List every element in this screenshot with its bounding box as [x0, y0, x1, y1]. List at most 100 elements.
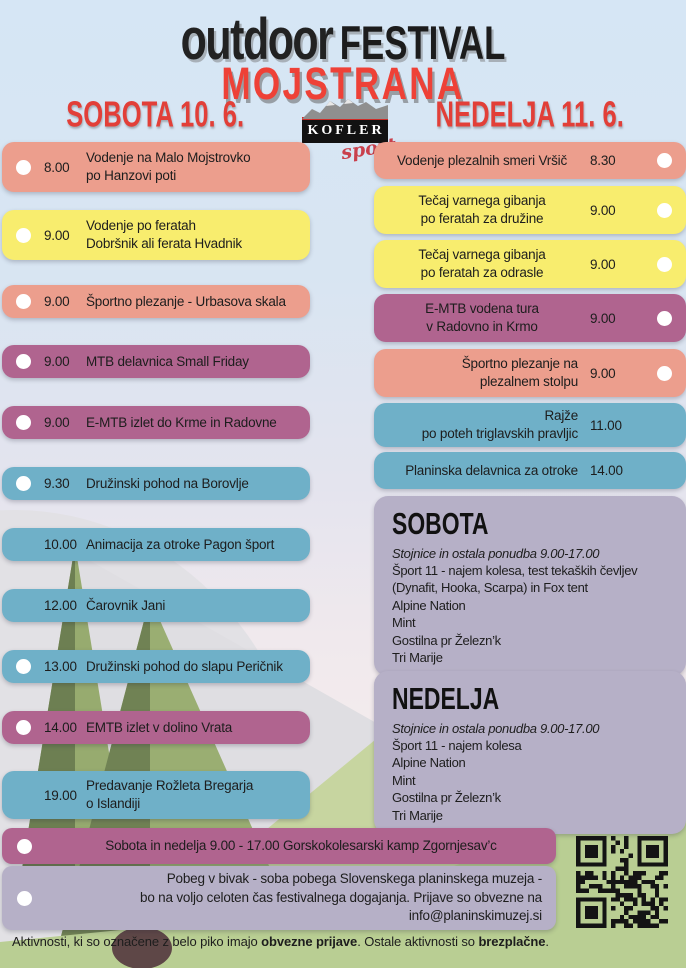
event-label: Športno plezanje na plezalnem stolpu — [461, 356, 578, 389]
banner-text: Sobota in nedelja 9.00 - 17.00 Gorskokol… — [105, 837, 497, 853]
footer-text-end: . — [545, 934, 549, 949]
event-item: 11.00 Rajže po poteh triglavskih pravlji… — [374, 403, 686, 447]
event-item: 9.00 Športno plezanje - Urbasova skala — [2, 285, 310, 318]
event-item: 13.00 Družinski pohod do slapu Peričnik — [2, 650, 310, 683]
panel-line: Gostilna pr Železn’k — [392, 632, 501, 648]
event-item: 9.00 Športno plezanje na plezalnem stolp… — [374, 349, 686, 397]
dot-slot — [2, 354, 44, 369]
footer-text-mid: . Ostale aktivnosti so — [357, 934, 479, 949]
event-label: Tečaj varnega gibanja po feratah za druž… — [418, 193, 546, 226]
event-label: Družinski pohod na Borovlje — [86, 475, 249, 491]
dot-slot — [2, 890, 46, 906]
footer-bold-required: obvezne prijave — [261, 934, 358, 949]
event-label: Rajže po poteh triglavskih pravljic — [421, 408, 578, 441]
event-label: Športno plezanje - Urbasova skala — [86, 293, 286, 309]
panel-line: (Dynafit, Hooka, Scarpa) in Fox tent — [392, 580, 588, 596]
day-header-saturday-label: SOBOTA 10. 6. — [66, 93, 244, 135]
event-item: 9.00 Tečaj varnega gibanja po feratah za… — [374, 240, 686, 288]
event-label: EMTB izlet v dolino Vrata — [86, 719, 233, 735]
event-item: 9.00 E-MTB vodena tura v Radovno in Krmo — [374, 294, 686, 342]
event-time: 12.00 — [44, 598, 77, 613]
dot-slot — [2, 294, 44, 309]
registration-required-dot-icon — [656, 310, 672, 326]
footer-note: Aktivnosti, ki so označene z belo piko i… — [12, 934, 632, 949]
poster-subtitle: MOJSTRANA — [0, 58, 686, 110]
dot-slot — [2, 227, 44, 243]
event-item: 8.00 Vodenje na Malo Mojstrovko po Hanzo… — [2, 142, 310, 192]
event-item: 10.00 Animacija za otroke Pagon šport — [2, 528, 310, 561]
event-label: Predavanje Rožleta Bregarja o Islandiji — [86, 778, 254, 811]
day-header-sunday-label: NEDELJA 11. 6. — [435, 93, 625, 135]
event-item: 14.00 EMTB izlet v dolino Vrata — [2, 711, 310, 744]
footer-bold-free: brezplačne — [478, 934, 546, 949]
event-label: Vodenje plezalnih smeri Vršič — [396, 152, 568, 168]
title-mojstrana: MOJSTRANA — [221, 58, 465, 109]
registration-required-dot-icon — [16, 890, 32, 906]
registration-required-dot-icon — [15, 659, 31, 674]
event-time: 8.30 — [590, 153, 616, 168]
info-banner: Pobeg v bivak - soba pobega Slovenskega … — [2, 866, 556, 930]
day-header-saturday: SOBOTA 10. 6. — [0, 93, 310, 135]
dot-slot — [2, 788, 44, 803]
panel-line: Šport 11 - najem kolesa, test tekaških č… — [392, 563, 638, 578]
dot-slot — [642, 463, 686, 478]
panel-line: Tri Marije — [392, 650, 443, 666]
event-label: E-MTB izlet do Krme in Radovne — [86, 414, 277, 430]
event-time: 14.00 — [590, 463, 623, 478]
dot-slot — [2, 659, 44, 674]
panel-line: Alpine Nation — [392, 755, 466, 771]
registration-required-dot-icon — [15, 354, 31, 369]
event-item: 9.30 Družinski pohod na Borovlje — [2, 467, 310, 500]
dot-slot — [2, 476, 44, 491]
dot-slot — [2, 159, 44, 175]
registration-required-dot-icon — [15, 227, 31, 243]
mountain-icon — [302, 99, 388, 119]
event-time: 9.00 — [590, 365, 616, 381]
dot-slot — [2, 537, 44, 552]
event-label: Vodenje na Malo Mojstrovko po Hanzovi po… — [86, 150, 251, 183]
event-time: 9.00 — [44, 354, 70, 369]
registration-required-dot-icon — [656, 202, 672, 218]
vendors-panel: NEDELJA Stojnice in ostala ponudba 9.00-… — [374, 671, 686, 835]
event-item: 19.00 Predavanje Rožleta Bregarja o Isla… — [2, 771, 310, 819]
panel-line: Mint — [392, 615, 416, 631]
event-label: E-MTB vodena tura v Radovno in Krmo — [425, 301, 539, 334]
day-header-sunday: NEDELJA 11. 6. — [374, 93, 686, 135]
dot-slot — [642, 153, 686, 168]
event-item: 9.00 E-MTB izlet do Krme in Radovne — [2, 406, 310, 439]
dot-slot — [642, 310, 686, 326]
panel-title: NEDELJA — [392, 681, 500, 716]
dot-slot — [642, 365, 686, 381]
event-time: 9.00 — [590, 256, 616, 272]
event-item: 8.30 Vodenje plezalnih smeri Vršič — [374, 142, 686, 179]
event-item: 14.00 Planinska delavnica za otroke — [374, 452, 686, 489]
title-outdoor: outdoor — [180, 7, 334, 72]
registration-required-dot-icon — [15, 476, 31, 491]
dot-slot — [2, 415, 44, 430]
event-label: Animacija za otroke Pagon šport — [86, 536, 275, 552]
event-time: 19.00 — [44, 787, 77, 803]
event-item: 12.00 Čarovnik Jani — [2, 589, 310, 622]
panel-line: Gostilna pr Železn’k — [392, 790, 501, 806]
event-item: 9.00 MTB delavnica Small Friday — [2, 345, 310, 378]
info-banner: Sobota in nedelja 9.00 - 17.00 Gorskokol… — [2, 828, 556, 864]
registration-required-dot-icon — [656, 365, 672, 381]
kofler-sport-logo: KOFLER sport — [302, 97, 397, 164]
registration-required-dot-icon — [15, 720, 31, 735]
event-time: 9.30 — [44, 476, 70, 491]
dot-slot — [2, 598, 44, 613]
registration-required-dot-icon — [656, 256, 672, 272]
bush — [112, 927, 172, 968]
event-time: 13.00 — [44, 659, 77, 674]
registration-required-dot-icon — [15, 415, 31, 430]
event-time: 9.00 — [44, 415, 70, 430]
dot-slot — [2, 838, 46, 854]
event-label: Vodenje po feratah Dobršnik ali ferata H… — [86, 218, 242, 251]
dot-slot — [642, 202, 686, 218]
panel-subtitle: Stojnice in ostala ponudba 9.00-17.00 — [392, 546, 600, 561]
event-label: Družinski pohod do slapu Peričnik — [86, 658, 283, 674]
event-label: Čarovnik Jani — [86, 597, 166, 613]
event-time: 11.00 — [590, 417, 622, 433]
event-label: Planinska delavnica za otroke — [405, 462, 578, 478]
